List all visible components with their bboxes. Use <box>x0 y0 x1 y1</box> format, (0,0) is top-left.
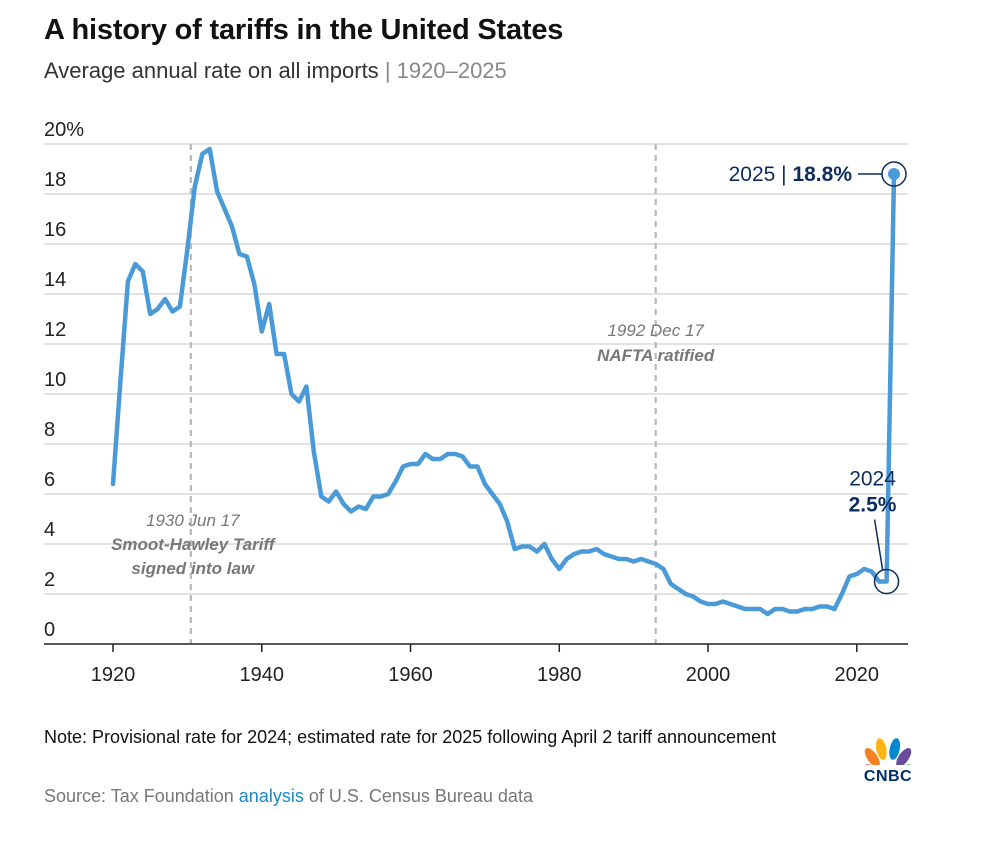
callout-2025-year: 2025 <box>729 163 782 186</box>
event-annotations: 1930 Jun 17 Smoot-Hawley Tariff signed int… <box>111 144 715 644</box>
callout-2025: 2025 | 18.8% <box>729 163 853 186</box>
value-callouts: 2025 | 18.8% 2024 2.5% <box>729 161 907 595</box>
chart-subtitle: Average annual rate on all imports | 192… <box>44 58 507 84</box>
y-tick-label: 0 <box>44 619 55 641</box>
subtitle-range: 1920–2025 <box>396 58 507 83</box>
source-suffix: of U.S. Census Bureau data <box>303 786 533 806</box>
y-tick-label: 16 <box>44 219 66 241</box>
y-tick-label: 10 <box>44 369 66 391</box>
y-tick-label: 12 <box>44 319 66 341</box>
annotation-label: signed into law <box>131 559 256 578</box>
y-tick-label: 6 <box>44 469 55 491</box>
annotation-date: 1930 Jun 17 <box>146 511 240 530</box>
cnbc-logo: CNBC <box>860 738 916 790</box>
annotation-date: 1992 Dec 17 <box>607 321 704 340</box>
x-tick-label: 1940 <box>240 664 285 686</box>
y-tick-label: 18 <box>44 169 66 191</box>
x-tick-label: 1980 <box>537 664 582 686</box>
callout-2024-value: 2.5% <box>849 494 897 517</box>
peacock-icon <box>860 738 916 779</box>
x-tick-label: 2020 <box>835 664 880 686</box>
y-tick-label: 8 <box>44 419 55 441</box>
annotation-label: Smoot-Hawley Tariff <box>111 535 277 554</box>
point-2025 <box>888 168 900 180</box>
x-axis: 1920 1940 1960 1980 2000 2020 <box>44 643 908 686</box>
callout-2024-year: 2024 <box>849 468 896 491</box>
x-tick-label: 2000 <box>686 664 731 686</box>
subtitle-separator: | <box>384 58 391 83</box>
y-axis: 0 2 4 6 8 10 12 14 16 18 20% <box>44 119 84 641</box>
callout-2025-value: 18.8% <box>792 163 852 186</box>
footnote: Note: Provisional rate for 2024; estimat… <box>44 727 777 747</box>
gridlines <box>44 143 908 595</box>
y-tick-label: 2 <box>44 569 55 591</box>
source-line: Source: Tax Foundation analysis of U.S. … <box>44 786 533 807</box>
annotation-label: NAFTA ratified <box>597 346 715 365</box>
subtitle-main: Average annual rate on all imports <box>44 58 379 83</box>
y-tick-label: 14 <box>44 269 66 291</box>
y-tick-label: 20% <box>44 119 84 141</box>
line-chart: 1930 Jun 17 Smoot-Hawley Tariff signed int… <box>44 119 908 686</box>
y-tick-label: 4 <box>44 519 55 541</box>
x-tick-label: 1960 <box>388 664 433 686</box>
logo-wordmark: CNBC <box>863 768 913 785</box>
tariff-rate-line <box>110 146 897 617</box>
x-tick-label: 1920 <box>91 664 136 686</box>
chart-title: A history of tariffs in the United State… <box>44 14 564 46</box>
callout-2025-sep: | <box>781 163 792 186</box>
callout-leader-2024 <box>873 519 884 570</box>
source-link[interactable]: analysis <box>238 786 304 806</box>
point-ring-2024 <box>873 568 900 595</box>
source-prefix: Source: Tax Foundation <box>44 786 239 806</box>
